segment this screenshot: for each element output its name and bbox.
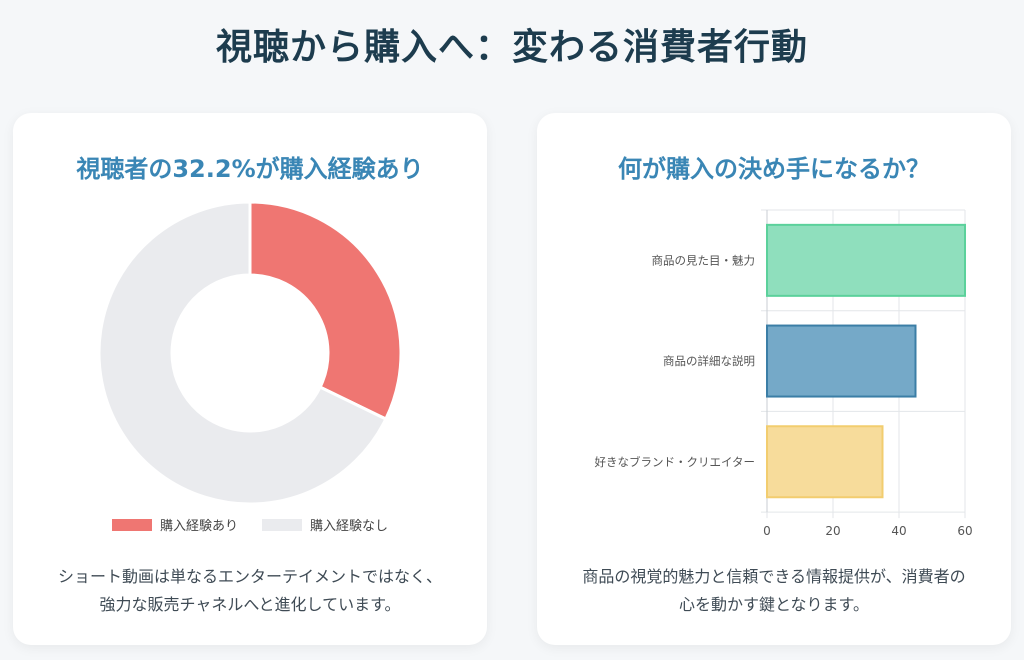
x-tick-label-1: 20 <box>825 524 840 538</box>
donut-slice-1[interactable] <box>97 200 388 506</box>
x-tick-label-3: 60 <box>957 524 972 538</box>
purchase-factor-description: 商品の視覚的魅力と信頼できる情報提供が、消費者の心を動かす鍵となります。 <box>582 567 966 614</box>
y-tick-label-2: 好きなブランド・クリエイター <box>594 455 755 469</box>
y-tick-label-0: 商品の見た目・魅力 <box>652 253 756 267</box>
purchase-factor-card: 何が購入の決め手になるか？ 0 20 40 60 商品の見た目・魅力商品の詳細な説明好き… <box>537 113 1011 645</box>
donut-chart <box>97 200 403 506</box>
purchase-experience-title: 視聴者の32.2%が購入経験あり <box>76 155 424 183</box>
legend-item-purchased[interactable]: 購入経験あり <box>111 515 238 534</box>
bar-2[interactable] <box>766 425 884 499</box>
donut-slice-0[interactable] <box>248 200 403 422</box>
bar-0[interactable] <box>766 223 966 297</box>
legend-swatch-purchased <box>111 518 152 531</box>
x-tick-label-0: 0 <box>763 524 771 538</box>
page-title: 視聴から購入へ：変わる消費者行動 <box>215 27 808 68</box>
legend-label-purchased: 購入経験あり <box>159 519 238 534</box>
purchase-experience-description: ショート動画は単なるエンターテイメントではなく、強力な販売チャネルへと進化してい… <box>57 567 442 614</box>
x-tick-label-2: 40 <box>891 524 906 538</box>
purchase-factor-title: 何が購入の決め手になるか？ <box>618 155 930 183</box>
bar-1[interactable] <box>766 324 917 398</box>
legend-label-not-purchased: 購入経験なし <box>310 519 389 534</box>
donut-legend: 購入経験あり 購入経験なし <box>13 515 487 534</box>
y-tick-label-1: 商品の詳細な説明 <box>663 354 755 368</box>
legend-item-not-purchased[interactable]: 購入経験なし <box>262 515 388 534</box>
purchase-experience-card: 視聴者の32.2%が購入経験あり 購入経験あり 購入経験なし ショート動画は単な… <box>13 113 487 645</box>
legend-swatch-not-purchased <box>262 518 302 531</box>
